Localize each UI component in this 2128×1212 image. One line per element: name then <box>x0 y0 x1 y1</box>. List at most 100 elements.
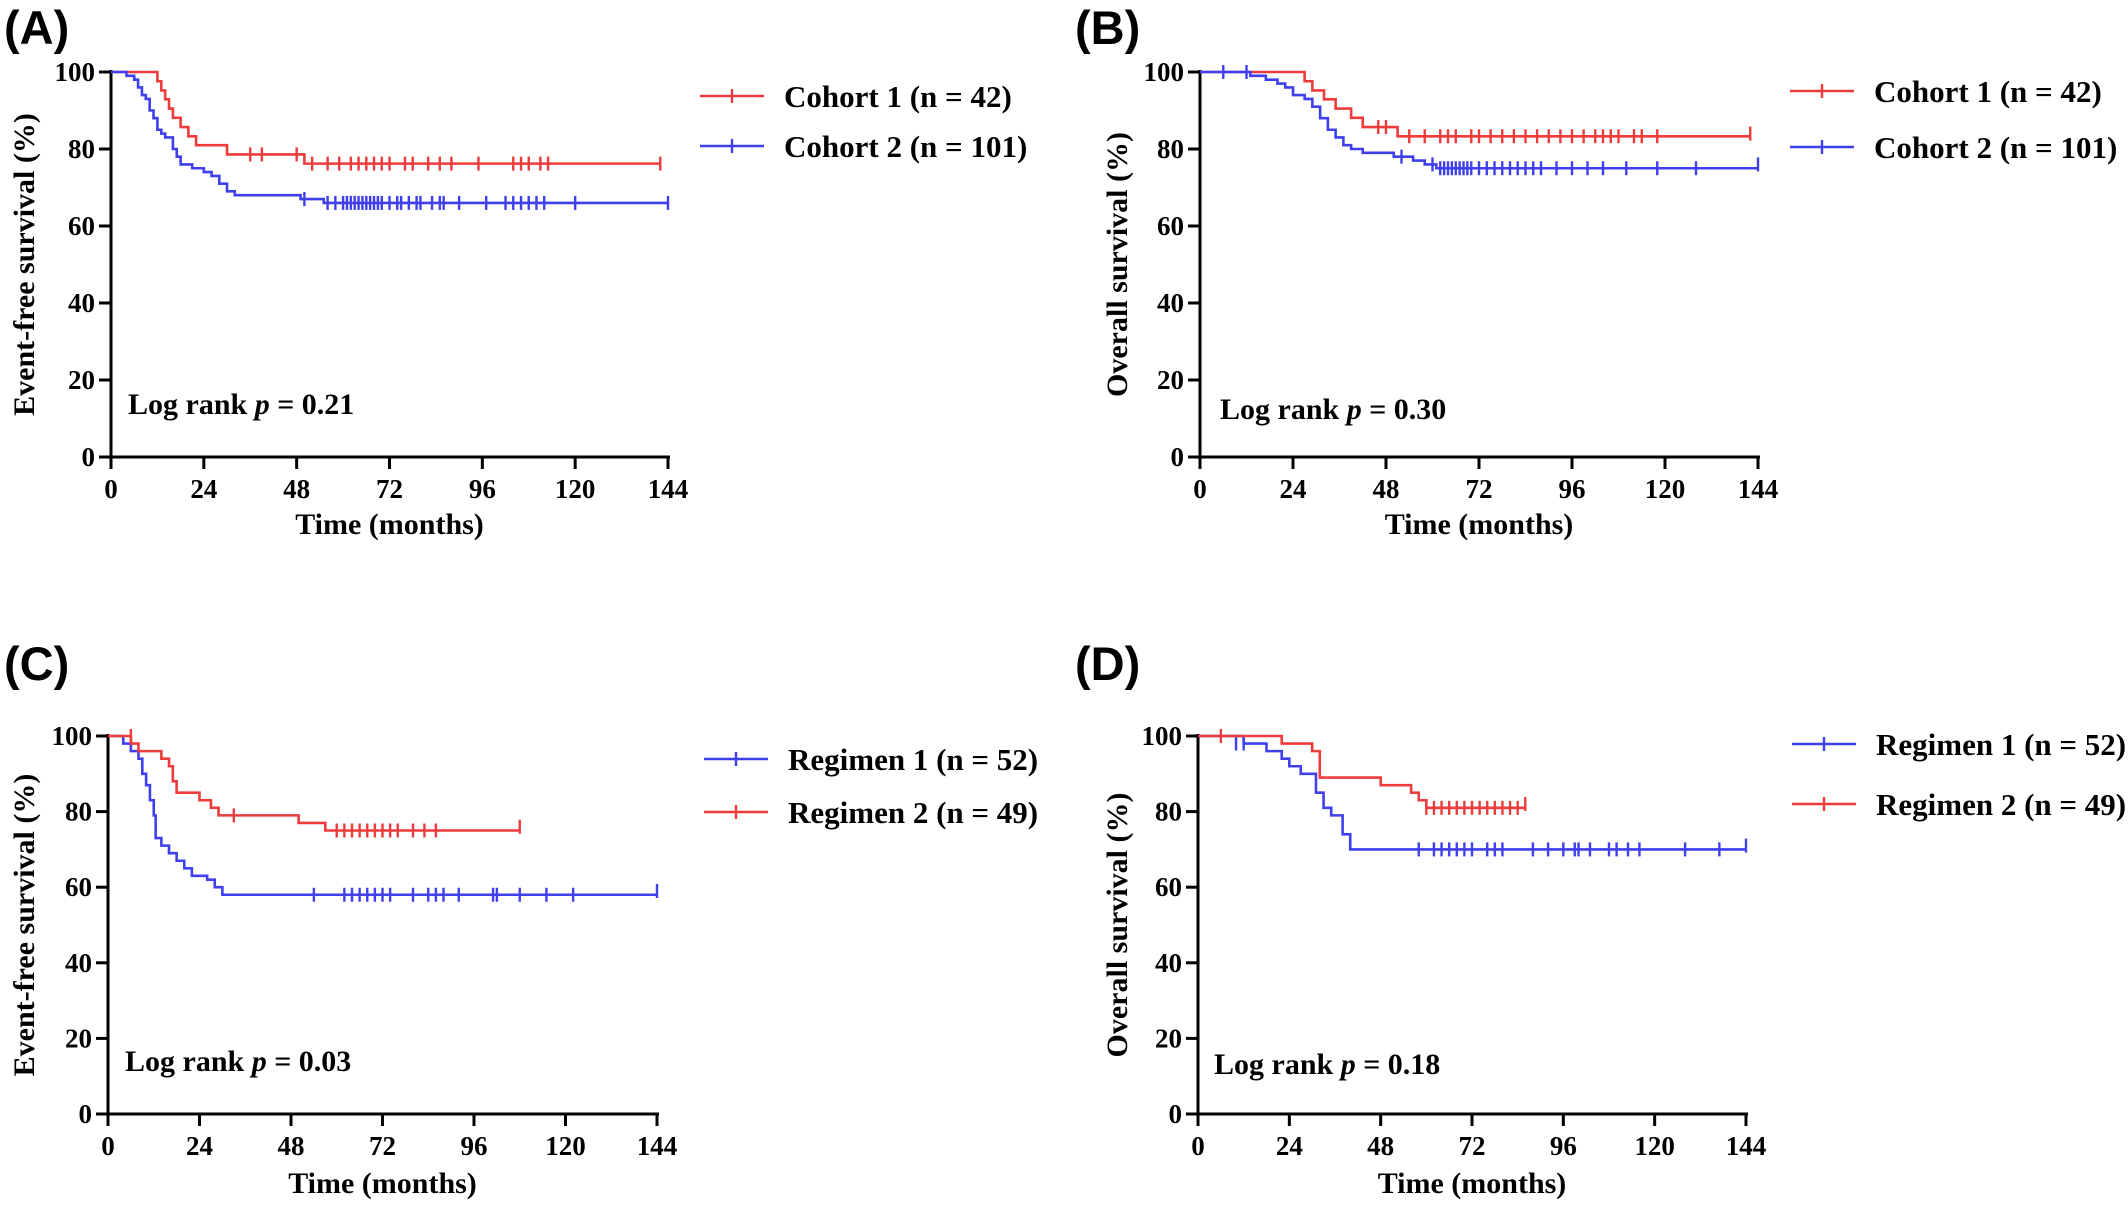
y-tick-label: 60 <box>1155 872 1182 902</box>
x-tick-label: 48 <box>283 474 310 504</box>
x-tick-label: 120 <box>1634 1131 1675 1161</box>
chart-panel-a: (A) 0 20 40 60 80 100 0 24 48 72 96 120 144 Time (mont… <box>4 1 1027 541</box>
survival-curve <box>1198 734 1526 810</box>
legend-label: Regimen 1 (n = 52) <box>1876 727 2126 762</box>
y-tick-label: 80 <box>1155 797 1182 827</box>
legend-entry: Regimen 2 (n = 49) <box>704 795 1038 830</box>
y-axis-title: Overall survival (%) <box>1101 132 1134 397</box>
log-rank-annotation: Log rank p = 0.03 <box>125 1045 351 1078</box>
x-tick-label: 96 <box>1550 1131 1577 1161</box>
series-1 <box>108 734 659 902</box>
x-tick-label: 72 <box>376 474 403 504</box>
x-tick-label: 96 <box>469 474 496 504</box>
series-1 <box>111 70 662 171</box>
x-tick-label: 24 <box>1280 474 1307 504</box>
panel-letter: (B) <box>1075 1 1140 54</box>
y-tick-label: 100 <box>1142 721 1183 751</box>
x-axis-title: Time (months) <box>1378 1167 1567 1200</box>
x-axis-title: Time (months) <box>288 1167 477 1200</box>
x-tick-label: 48 <box>1367 1131 1394 1161</box>
y-tick-label: 20 <box>1155 1023 1182 1053</box>
x-tick-label: 120 <box>555 474 596 504</box>
panel-letter: (C) <box>4 637 69 690</box>
y-tick-label: 40 <box>65 948 92 978</box>
legend-label: Cohort 2 (n = 101) <box>1874 130 2117 165</box>
y-axis-title: Event-free survival (%) <box>8 774 41 1077</box>
y-tick-label: 100 <box>52 721 93 751</box>
survival-curve <box>1200 70 1758 170</box>
x-tick-label: 24 <box>1276 1131 1303 1161</box>
chart-panel-d: (D) 0 20 40 60 80 100 0 24 48 72 96 120 144 Time (mont… <box>1075 637 2126 1200</box>
y-tick-label: 0 <box>82 442 96 472</box>
legend-label: Regimen 1 (n = 52) <box>788 742 1038 777</box>
panel-letter: (D) <box>1075 637 1140 690</box>
series-2 <box>111 70 670 210</box>
y-axis-title: Event-free survival (%) <box>8 113 41 416</box>
legend-entry: Regimen 1 (n = 52) <box>704 742 1038 777</box>
x-tick-label: 96 <box>1559 474 1586 504</box>
x-tick-label: 144 <box>1726 1131 1767 1161</box>
x-tick-label: 0 <box>1193 474 1207 504</box>
y-tick-label: 0 <box>1171 442 1185 472</box>
legend-entry: Regimen 1 (n = 52) <box>1792 727 2126 762</box>
survival-curve <box>1200 70 1751 138</box>
y-tick-label: 60 <box>65 872 92 902</box>
y-tick-label: 80 <box>1157 134 1184 164</box>
y-tick-label: 40 <box>68 288 95 318</box>
x-tick-label: 72 <box>369 1131 396 1161</box>
survival-curve <box>1198 734 1746 851</box>
y-tick-label: 0 <box>1169 1099 1183 1129</box>
y-tick-label: 20 <box>65 1023 92 1053</box>
x-tick-label: 120 <box>545 1131 586 1161</box>
y-tick-label: 80 <box>65 797 92 827</box>
legend-entry: Cohort 1 (n = 42) <box>700 79 1012 114</box>
x-tick-label: 72 <box>1459 1131 1486 1161</box>
log-rank-annotation: Log rank p = 0.21 <box>128 388 354 421</box>
x-tick-label: 24 <box>186 1131 213 1161</box>
x-tick-label: 72 <box>1466 474 1493 504</box>
chart-panel-c: (C) 0 20 40 60 80 100 0 24 48 72 96 120 144 Time (mont… <box>4 637 1038 1200</box>
x-tick-label: 120 <box>1645 474 1686 504</box>
legend-entry: Cohort 2 (n = 101) <box>1790 130 2117 165</box>
x-tick-label: 0 <box>104 474 118 504</box>
y-tick-label: 20 <box>1157 365 1184 395</box>
x-tick-label: 0 <box>101 1131 115 1161</box>
legend-label: Regimen 2 (n = 49) <box>788 795 1038 830</box>
log-rank-annotation: Log rank p = 0.30 <box>1220 393 1446 426</box>
series-1 <box>1200 70 1752 144</box>
legend-label: Cohort 1 (n = 42) <box>784 79 1012 114</box>
y-axis-title: Overall survival (%) <box>1101 793 1134 1058</box>
survival-curve <box>111 70 668 205</box>
y-tick-label: 100 <box>55 57 96 87</box>
x-tick-label: 24 <box>190 474 217 504</box>
x-tick-label: 144 <box>648 474 689 504</box>
y-tick-label: 40 <box>1157 288 1184 318</box>
legend-label: Cohort 1 (n = 42) <box>1874 74 2102 109</box>
legend-entry: Cohort 1 (n = 42) <box>1790 74 2102 109</box>
panel-letter: (A) <box>4 1 69 54</box>
y-tick-label: 20 <box>68 365 95 395</box>
legend-entry: Regimen 2 (n = 49) <box>1792 787 2126 822</box>
x-tick-label: 0 <box>1191 1131 1205 1161</box>
y-tick-label: 60 <box>1157 211 1184 241</box>
y-tick-label: 0 <box>79 1099 93 1129</box>
legend-label: Regimen 2 (n = 49) <box>1876 787 2126 822</box>
y-tick-label: 60 <box>68 211 95 241</box>
survival-curve <box>108 734 520 832</box>
series-2 <box>1198 729 1527 815</box>
chart-panel-b: (B) 0 20 40 60 80 100 0 24 48 72 96 120 144 Time (mont… <box>1075 1 2117 541</box>
log-rank-annotation: Log rank p = 0.18 <box>1214 1048 1440 1081</box>
x-tick-label: 48 <box>278 1131 305 1161</box>
y-tick-label: 80 <box>68 134 95 164</box>
x-axis-title: Time (months) <box>1385 508 1574 541</box>
legend-label: Cohort 2 (n = 101) <box>784 129 1027 164</box>
y-tick-label: 100 <box>1144 57 1185 87</box>
x-tick-label: 144 <box>637 1131 678 1161</box>
survival-curve <box>111 70 661 165</box>
series-2 <box>108 729 521 838</box>
x-axis-title: Time (months) <box>295 508 484 541</box>
series-1 <box>1198 734 1748 857</box>
survival-curve <box>108 734 657 897</box>
x-tick-label: 96 <box>461 1131 488 1161</box>
